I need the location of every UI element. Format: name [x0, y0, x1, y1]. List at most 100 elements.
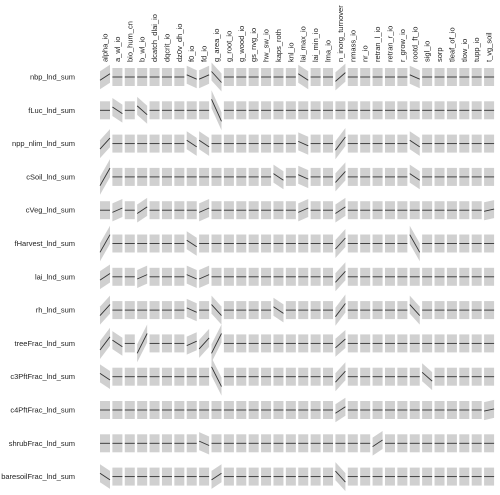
row-label: fHarvest_lnd_sum [15, 239, 75, 248]
trend-line [335, 237, 346, 250]
column-label: b_wl_io [138, 37, 147, 62]
trend-line [335, 206, 346, 214]
column-label: alpha_io [101, 34, 110, 62]
row-label: rh_lnd_sum [36, 306, 75, 315]
trend-line [335, 136, 346, 151]
column-label: t_vg_soil [485, 32, 494, 62]
column-label: gs_nvg_io [249, 28, 258, 62]
column-label: rootd_ft_io [410, 27, 419, 62]
trend-line [335, 470, 346, 483]
trend-line [198, 274, 210, 280]
row-label: cVeg_lnd_sum [26, 206, 75, 215]
column-label: sigl_io [423, 41, 432, 62]
trend-line [409, 173, 420, 181]
trend-line [99, 373, 111, 381]
column-label: nr_io [361, 45, 370, 62]
column-label: r_grow_io [398, 29, 407, 62]
trend-line [186, 307, 197, 313]
trend-line [409, 304, 421, 316]
row-label: treeFrac_lnd_sum [15, 339, 75, 348]
column-label: dqcrit_io [162, 34, 171, 62]
trend-line [99, 304, 111, 316]
trend-line [335, 370, 346, 383]
trend-line [99, 137, 111, 150]
trend-line [372, 439, 383, 447]
trend-line [483, 408, 495, 412]
trend-line [335, 338, 346, 349]
row-label: c3PftFrac_lnd_sum [10, 372, 75, 381]
column-label: kaps_roth [274, 29, 283, 62]
trend-line [198, 440, 210, 446]
column-label: lai_max_io [299, 26, 308, 62]
trend-line [136, 105, 148, 116]
row-label: shrubFrac_lnd_sum [9, 439, 75, 448]
column-label: nmass_io [348, 30, 357, 62]
trend-line [335, 171, 346, 183]
column-label: lai_min_io [311, 28, 320, 62]
trend-line [211, 71, 222, 83]
trend-line [112, 339, 123, 348]
column-label: knl_io [286, 42, 295, 62]
trend-line [99, 336, 111, 351]
column-label: tupp_io [472, 37, 481, 62]
trend-line [298, 207, 309, 213]
trend-line [211, 472, 222, 481]
trend-line [297, 73, 309, 81]
column-label: sorp [435, 47, 444, 62]
trend-line [136, 206, 148, 214]
column-label: g_area_io [212, 29, 221, 62]
trend-line [186, 239, 197, 248]
trend-line [112, 207, 123, 213]
column-label: n_inorg_turnover [336, 5, 345, 62]
row-label: npp_nlim_lnd_sum [12, 139, 75, 148]
trend-line [99, 234, 111, 253]
row-label: baresoilFrac_lnd_sum [1, 472, 75, 481]
trend-line [409, 234, 421, 253]
row-label: lai_lnd_sum [35, 272, 75, 281]
trend-line [421, 371, 433, 382]
trend-line [211, 366, 222, 387]
trend-line [298, 174, 309, 180]
trend-line [186, 74, 197, 80]
trend-line [335, 72, 346, 82]
trend-line [198, 139, 210, 148]
column-label: g_wood_io [237, 26, 246, 62]
trend-line [483, 208, 495, 212]
trend-line [99, 273, 111, 281]
trend-line [198, 207, 210, 213]
column-label: retran_r_io [385, 26, 394, 62]
trend-line [112, 106, 123, 114]
trend-line [211, 99, 222, 122]
trend-line [409, 139, 420, 148]
column-label: g_root_io [224, 31, 233, 62]
trend-line [298, 140, 309, 147]
trend-line [99, 73, 111, 81]
row-label: cSoil_lnd_sum [26, 172, 75, 181]
trend-line [198, 337, 210, 350]
trend-line [211, 304, 222, 316]
trend-line [335, 303, 346, 317]
column-label: f0_io [187, 46, 196, 62]
column-label: retran_l_io [373, 27, 382, 62]
row-label: c4PftFrac_lnd_sum [10, 406, 75, 415]
trend-line [99, 472, 111, 481]
trend-line [99, 167, 111, 186]
trend-line [198, 74, 210, 80]
trend-line [186, 274, 197, 280]
trend-line [273, 173, 284, 181]
trend-line [136, 274, 148, 280]
row-label: nbp_lnd_sum [30, 73, 75, 82]
column-label: tlow_io [460, 39, 469, 62]
trend-line [136, 333, 148, 354]
trend-line [186, 340, 197, 347]
column-label: bio_hum_cn [125, 21, 134, 62]
column-label: dz0v_dh_io [175, 24, 184, 62]
row-label: fLuc_lnd_sum [28, 106, 75, 115]
trend-line [273, 306, 284, 314]
trend-line [186, 139, 197, 148]
column-label: dcatch_dlai_io [150, 14, 159, 62]
trend-line [409, 74, 420, 80]
trend-line [335, 406, 346, 414]
trend-line [211, 333, 222, 354]
